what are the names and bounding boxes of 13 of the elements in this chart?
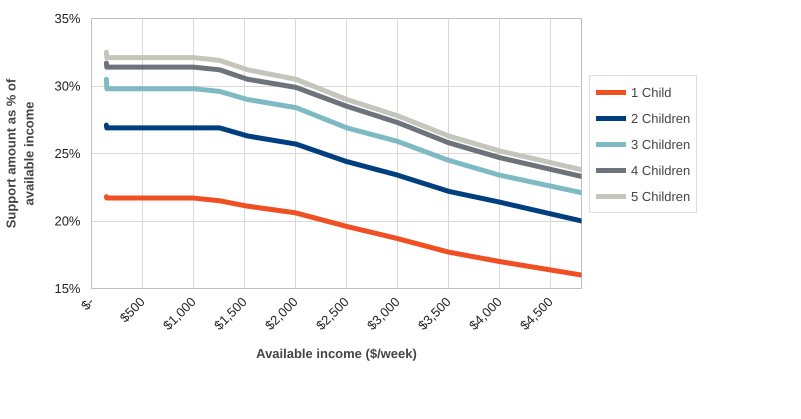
y-tick-label: 25% — [54, 146, 81, 161]
y-tick-label: 15% — [54, 281, 81, 296]
y-tick-label: 30% — [54, 78, 81, 94]
x-tick-label: $- — [78, 294, 97, 313]
y-tick-label: 35% — [54, 11, 81, 26]
legend-label: 1 Child — [631, 84, 672, 100]
legend-label: 5 Children — [631, 188, 690, 204]
x-axis-title: Available income ($/week) — [256, 346, 417, 362]
legend-label: 4 Children — [631, 162, 690, 178]
legend-label: 3 Children — [631, 136, 690, 152]
legend-label: 2 Children — [631, 110, 690, 126]
y-tick-label: 20% — [54, 214, 81, 228]
y-axis-title: Support amount as % of available income — [3, 78, 36, 228]
